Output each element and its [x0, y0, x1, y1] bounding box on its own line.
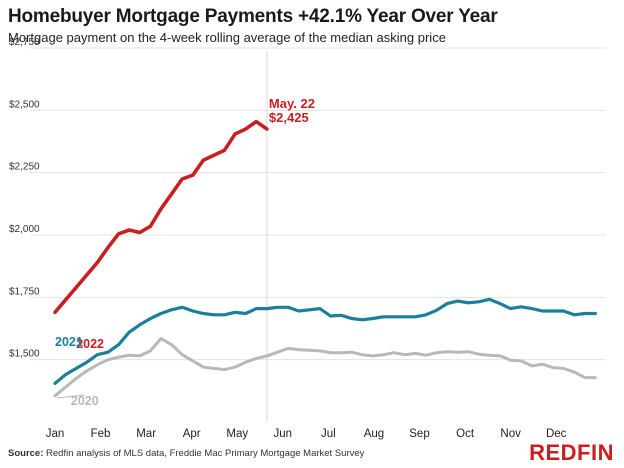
series-line-2021: [53, 297, 598, 385]
x-tick-label: Dec: [546, 428, 567, 440]
series-label-2020: 2020: [71, 394, 99, 408]
source-prefix: Source:: [8, 448, 44, 459]
source-text: Redfin analysis of MLS data, Freddie Mac…: [43, 448, 365, 459]
x-tick-label: Aug: [364, 428, 384, 440]
redfin-logo: REDFIN: [529, 440, 614, 465]
x-tick-label: Mar: [136, 428, 156, 440]
source-note: Source: Redfin analysis of MLS data, Fre…: [8, 448, 364, 459]
chart-subtitle: Mortgage payment on the 4-week rolling a…: [8, 30, 446, 45]
series-line-2020: [53, 337, 597, 398]
y-tick-label: $2,000: [9, 224, 40, 235]
x-tick-label: Jun: [274, 428, 293, 440]
chart-title: Homebuyer Mortgage Payments +42.1% Year …: [8, 6, 498, 27]
y-tick-label: $1,500: [9, 349, 40, 360]
x-tick-label: Jan: [46, 428, 65, 440]
series-line-2022: [53, 119, 269, 315]
line-chart: $1,500 $1,750 $2,000 $2,250 $2,500 $2,750 Jan…: [9, 37, 606, 440]
x-tick-label: May: [226, 428, 248, 440]
x-tick-label: Nov: [500, 428, 521, 440]
series-label-2022: 2022: [76, 337, 104, 351]
annotation: May. 22$2,425: [269, 96, 315, 125]
y-tick-label: $2,250: [9, 162, 40, 173]
x-tick-label: Apr: [183, 428, 201, 440]
y-tick-label: $2,500: [9, 99, 40, 110]
x-tick-label: Jul: [321, 428, 336, 440]
annotation-line: $2,425: [269, 110, 309, 125]
y-axis-ticks: $1,500 $1,750 $2,000 $2,250 $2,500 $2,750: [9, 37, 40, 360]
x-axis-ticks: Jan Feb Mar Apr May Jun Jul Aug Sep Oct Nov Dec: [46, 428, 567, 440]
series-2020-leader: [56, 394, 85, 399]
y-tick-label: $1,750: [9, 286, 40, 297]
annotation-line: May. 22: [269, 96, 315, 111]
series-label-2021: 2021: [55, 335, 83, 349]
x-tick-label: Feb: [91, 428, 111, 440]
y-tick-label: $2,750: [9, 37, 40, 48]
series-lines: [53, 119, 598, 398]
x-tick-label: Sep: [409, 428, 429, 440]
grid-lines: [30, 47, 606, 361]
x-tick-label: Oct: [456, 428, 475, 440]
